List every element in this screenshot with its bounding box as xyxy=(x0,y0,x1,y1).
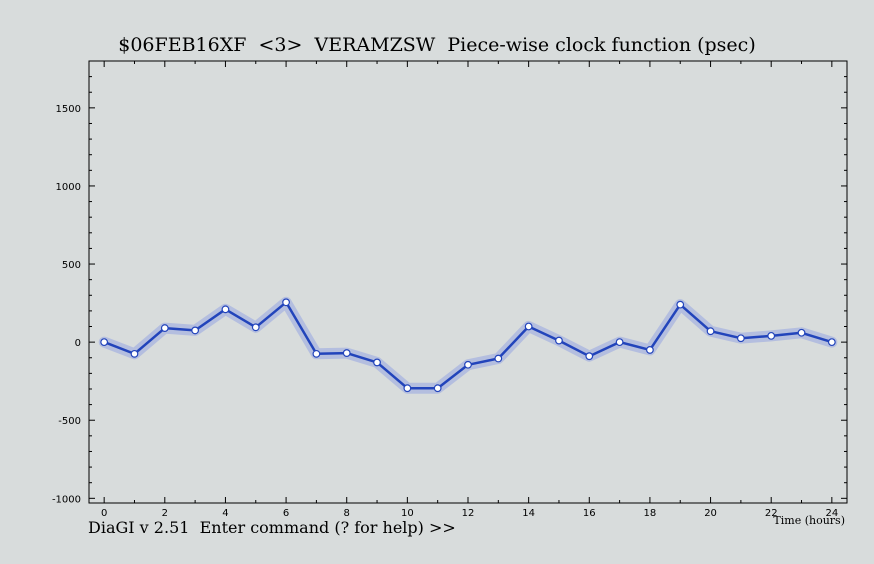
data-point xyxy=(646,346,654,354)
x-tick-label: 12 xyxy=(462,508,475,519)
series-layer xyxy=(98,296,838,394)
error-band xyxy=(98,296,838,394)
data-point xyxy=(342,349,351,357)
command-prompt[interactable]: DiaGI v 2.51 Enter command (? for help) … xyxy=(88,518,456,537)
data-point xyxy=(797,328,806,337)
data-point xyxy=(312,349,321,358)
x-tick-label: 22 xyxy=(765,508,778,519)
data-point xyxy=(494,354,503,363)
data-point xyxy=(827,338,836,347)
minor-ticks xyxy=(89,61,847,503)
data-point xyxy=(524,322,533,331)
y-tick-label: 1500 xyxy=(56,104,81,115)
data-point xyxy=(464,360,472,369)
data-point xyxy=(160,324,169,332)
data-point xyxy=(433,384,442,393)
data-point xyxy=(100,338,109,347)
x-tick-label: 0 xyxy=(101,508,107,519)
data-point xyxy=(403,384,412,393)
x-axis: 0 2 4 6 8 10 12 14 16 18 20 22 24 xyxy=(101,61,838,519)
y-tick-label: 1000 xyxy=(56,182,81,193)
x-tick-label: 14 xyxy=(522,508,535,519)
y-tick-label: 500 xyxy=(62,260,81,271)
x-tick-label: 18 xyxy=(644,508,657,519)
data-point xyxy=(706,327,715,336)
y-tick-label: -1000 xyxy=(52,494,81,505)
x-tick-label: 24 xyxy=(825,508,838,519)
data-point xyxy=(130,349,139,358)
x-tick-label: 4 xyxy=(222,508,228,519)
data-point xyxy=(676,300,685,309)
y-tick-label: 0 xyxy=(75,338,81,349)
x-tick-label: 16 xyxy=(583,508,596,519)
plot-frame xyxy=(88,60,848,504)
x-tick-label: 6 xyxy=(283,508,289,519)
data-point xyxy=(251,323,260,332)
chart-title: $06FEB16XF <3> VERAMZSW Piece-wise clock… xyxy=(118,34,756,56)
data-point xyxy=(373,358,381,367)
y-tick-label: -500 xyxy=(58,416,81,427)
data-point xyxy=(191,326,200,335)
x-tick-label: 10 xyxy=(401,508,414,519)
y-axis: 1500 1000 500 0 -500 -1000 xyxy=(52,104,847,505)
data-point xyxy=(736,334,745,343)
data-point xyxy=(585,352,594,361)
data-point xyxy=(615,338,624,347)
x-tick-label: 8 xyxy=(344,508,350,519)
x-tick-label: 20 xyxy=(704,508,717,519)
data-point xyxy=(221,305,230,314)
data-point xyxy=(767,331,776,340)
x-axis-label: Time (hours) xyxy=(773,514,845,527)
data-point xyxy=(555,336,563,345)
data-point xyxy=(282,298,290,307)
x-tick-label: 2 xyxy=(162,508,168,519)
